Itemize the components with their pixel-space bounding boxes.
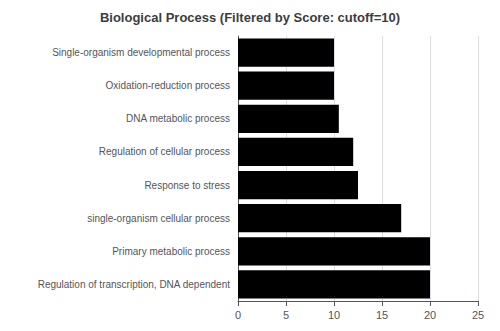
svg-text:Regulation of cellular process: Regulation of cellular process [99,146,230,157]
svg-text:10: 10 [328,309,340,321]
svg-text:25: 25 [472,309,484,321]
svg-text:15: 15 [376,309,388,321]
svg-text:Biological Process (Filtered b: Biological Process (Filtered by Score: c… [100,10,400,25]
svg-text:Regulation of transcription, D: Regulation of transcription, DNA depende… [38,279,231,290]
svg-text:Response to stress: Response to stress [144,180,230,191]
svg-text:0: 0 [235,309,241,321]
svg-text:Oxidation-reduction process: Oxidation-reduction process [105,80,230,91]
svg-text:single-organism cellular proce: single-organism cellular process [87,213,230,224]
svg-text:20: 20 [424,309,436,321]
svg-text:Single-organism developmental: Single-organism developmental process [52,47,230,58]
svg-text:DNA metabolic process: DNA metabolic process [126,113,230,124]
svg-text:Primary metabolic process: Primary metabolic process [112,246,230,257]
svg-text:5: 5 [283,309,289,321]
